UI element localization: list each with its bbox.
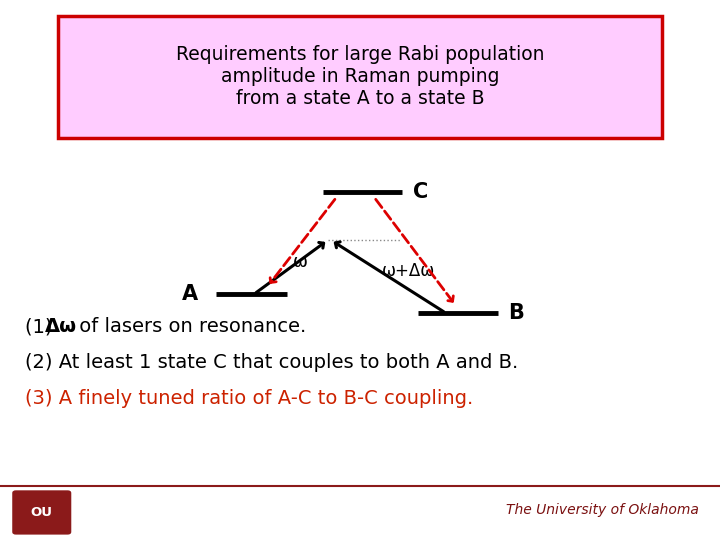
Text: Δω: Δω: [45, 317, 78, 336]
Text: Requirements for large Rabi population
amplitude in Raman pumping
from a state A: Requirements for large Rabi population a…: [176, 45, 544, 108]
Text: (2) At least 1 state C that couples to both A and B.: (2) At least 1 state C that couples to b…: [25, 353, 518, 373]
Text: ω: ω: [293, 253, 307, 271]
Text: ω+Δω: ω+Δω: [382, 262, 435, 280]
FancyBboxPatch shape: [58, 16, 662, 138]
Text: B: B: [508, 303, 524, 323]
Text: (3) A finely tuned ratio of A-C to B-C coupling.: (3) A finely tuned ratio of A-C to B-C c…: [25, 389, 474, 408]
Text: OU: OU: [31, 506, 53, 519]
Text: of lasers on resonance.: of lasers on resonance.: [73, 317, 306, 336]
Text: A: A: [182, 284, 198, 305]
Text: The University of Oklahoma: The University of Oklahoma: [505, 503, 698, 517]
Text: (1): (1): [25, 317, 59, 336]
Text: C: C: [413, 181, 428, 202]
FancyBboxPatch shape: [12, 490, 71, 535]
